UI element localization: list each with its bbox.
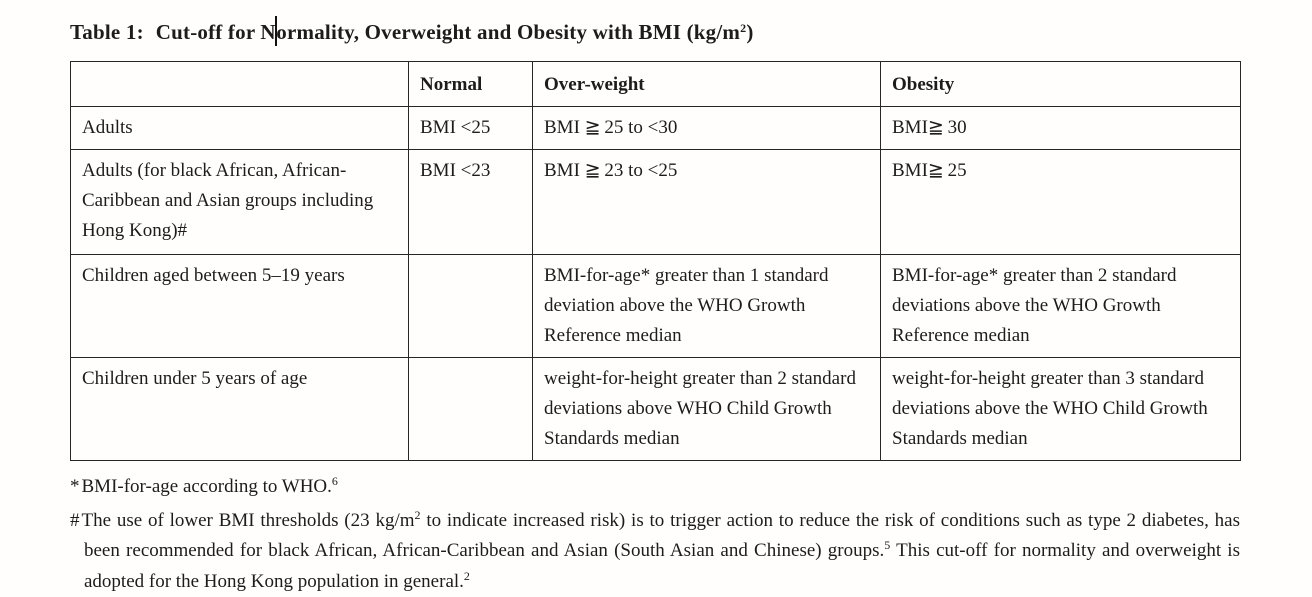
cell-children-5-19-normal (408, 254, 533, 358)
text-caret (275, 16, 277, 46)
footnote-hash-text-3: This cut-off for normality and overweigh… (84, 540, 1240, 592)
header-cell-normal: Normal (408, 61, 533, 107)
cell-children-under-5-overweight: weight-for-height greater than 2 standar… (532, 357, 881, 461)
header-cell-obesity: Obesity (880, 61, 1241, 107)
cell-children-5-19-obesity: BMI-for-age* greater than 2 standard dev… (880, 254, 1241, 358)
hash-marker: # (70, 509, 80, 531)
header-cell-empty (70, 61, 409, 107)
cell-children-under-5-obesity: weight-for-height greater than 3 standar… (880, 357, 1241, 461)
table-row-children-under-5: Children under 5 years of age weight-for… (70, 357, 1241, 461)
footnote-hash-ref-2: 5 (884, 538, 891, 553)
table-title-suffix: ) (746, 20, 754, 44)
table-header-row: Normal Over-weight Obesity (70, 61, 1241, 107)
table-row-adults-african-asian: Adults (for black African, African-Carib… (70, 149, 1241, 255)
footnote-hash-text-1: The use of lower BMI thresholds (23 kg/m (81, 509, 415, 531)
table-title-label: Table 1: (70, 20, 144, 44)
row-label-adults-african-asian: Adults (for black African, African-Carib… (70, 149, 409, 255)
row-label-adults: Adults (70, 106, 409, 150)
bmi-cutoff-table: Normal Over-weight Obesity Adults BMI <2… (70, 61, 1241, 461)
row-label-children-under-5: Children under 5 years of age (70, 357, 409, 461)
header-cell-overweight: Over-weight (532, 61, 881, 107)
cell-children-5-19-overweight: BMI-for-age* greater than 1 standard dev… (532, 254, 881, 358)
cell-adults-normal: BMI <25 (408, 106, 533, 150)
table-row-adults: Adults BMI <25 BMI ≧ 25 to <30 BMI≧ 30 (70, 106, 1241, 150)
cell-adults-african-asian-obesity: BMI≧ 25 (880, 149, 1241, 255)
footnote-asterisk-ref: 6 (331, 474, 338, 489)
table-title-text-before-caret: Cut-off for N (155, 20, 276, 44)
footnotes: * BMI-for-age according to WHO.6 # The use… (70, 472, 1240, 597)
footnote-asterisk: * BMI-for-age according to WHO.6 (70, 472, 1240, 503)
asterisk-marker: * (70, 476, 80, 497)
footnote-hash-ref-3: 2 (463, 568, 470, 583)
cell-adults-african-asian-overweight: BMI ≧ 23 to <25 (532, 149, 881, 255)
cell-children-under-5-normal (408, 357, 533, 461)
row-label-children-5-19: Children aged between 5–19 years (70, 254, 409, 358)
cell-adults-african-asian-normal: BMI <23 (408, 149, 533, 255)
cell-adults-overweight: BMI ≧ 25 to <30 (532, 106, 881, 150)
footnote-hash-sup-1: 2 (414, 507, 421, 522)
footnote-hash: # The use of lower BMI thresholds (23 kg/… (70, 506, 1240, 597)
table-row-children-5-19: Children aged between 5–19 years BMI-for… (70, 254, 1241, 358)
title-superscript: 2 (740, 21, 747, 36)
cell-adults-obesity: BMI≧ 30 (880, 106, 1241, 150)
footnote-asterisk-text: BMI-for-age according to WHO. (81, 476, 332, 497)
table-title: Table 1: Cut-off for Normality, Overweigh… (70, 16, 1240, 46)
footnote-hash-text-2: to indicate increased risk) is to trigge… (84, 509, 1241, 562)
table-title-text-after-caret: ormality, Overweight and Obesity with BM… (276, 20, 741, 44)
